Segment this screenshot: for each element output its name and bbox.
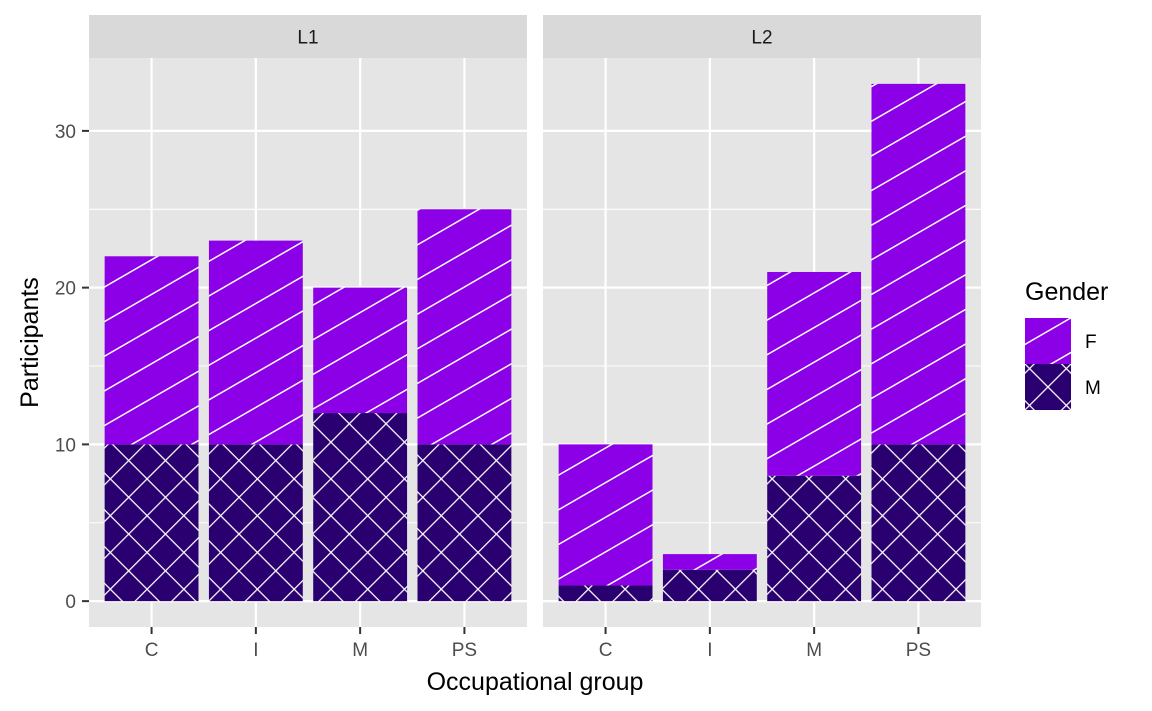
x-tick-label: C	[599, 640, 613, 661]
legend-label-f: F	[1085, 332, 1097, 353]
facet-label: L2	[751, 28, 772, 49]
bar-m-c	[104, 444, 199, 602]
legend-key-m	[1025, 364, 1071, 410]
bar-m-ps	[871, 444, 966, 602]
bar-f-c	[104, 256, 199, 445]
facet-label: L1	[297, 28, 318, 49]
x-tick-label: M	[352, 640, 368, 661]
x-tick-label: PS	[452, 640, 477, 661]
legend-title: Gender	[1025, 278, 1108, 306]
bar-m-i	[208, 444, 303, 602]
bar-f-m	[313, 287, 408, 414]
legend-label-m: M	[1085, 378, 1101, 399]
bar-f-i	[662, 554, 757, 570]
bar-f-ps	[417, 209, 512, 445]
x-tick-label: M	[806, 640, 822, 661]
x-tick-label: I	[707, 640, 712, 661]
y-axis-title: Participants	[16, 277, 44, 408]
x-tick-label: PS	[906, 640, 931, 661]
facet-strip	[543, 15, 981, 58]
y-tick-label: 20	[55, 279, 76, 300]
bar-m-c	[558, 585, 653, 602]
y-tick-label: 30	[55, 122, 76, 143]
bar-m-m	[313, 413, 408, 602]
bar-f-i	[208, 240, 303, 445]
bar-m-ps	[417, 444, 512, 602]
bar-m-m	[767, 475, 862, 602]
bar-f-ps	[871, 83, 966, 445]
x-tick-label: C	[145, 640, 159, 661]
x-tick-label: I	[253, 640, 258, 661]
bar-f-m	[767, 271, 862, 476]
y-tick-label: 10	[55, 435, 76, 456]
legend-key-f	[1025, 318, 1071, 364]
facet-strip	[89, 15, 527, 58]
bar-m-i	[662, 569, 757, 602]
x-axis-title: Occupational group	[427, 668, 644, 696]
y-tick-label: 0	[65, 592, 76, 613]
bar-f-c	[558, 444, 653, 586]
